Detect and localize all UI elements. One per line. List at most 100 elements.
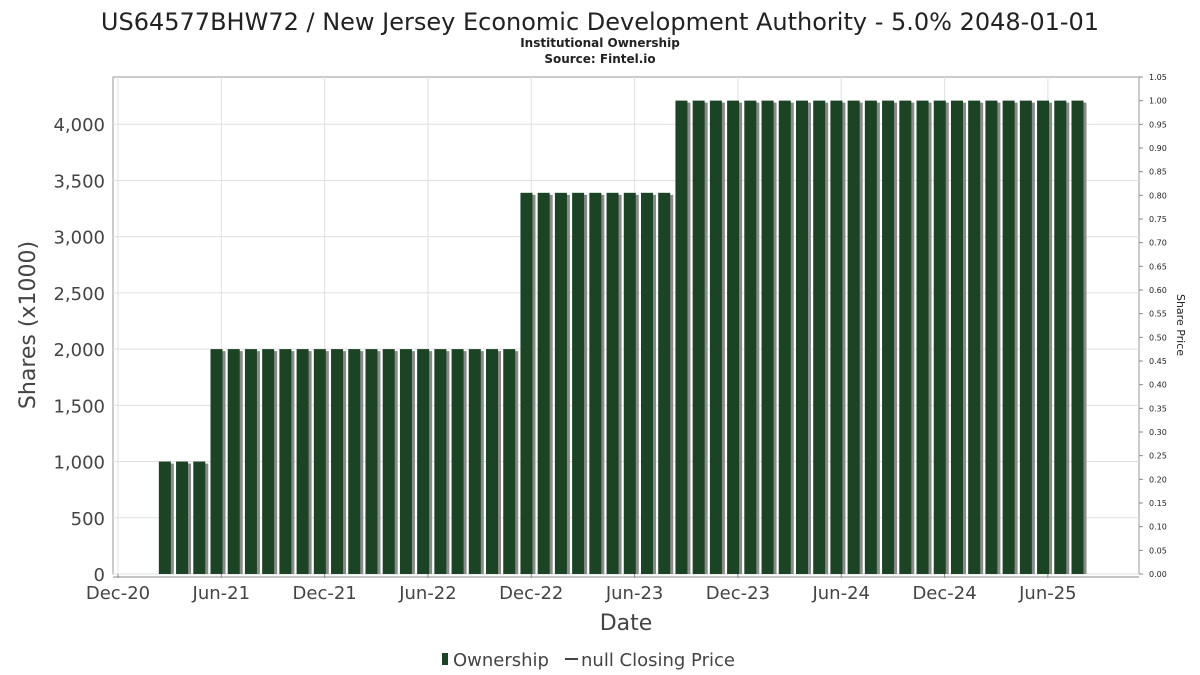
y2-tick-label: 0.40 xyxy=(1149,381,1167,390)
y-tick-label: 1,000 xyxy=(53,453,105,474)
bar xyxy=(486,349,499,574)
y2-tick-label: 0.15 xyxy=(1149,499,1167,508)
bar xyxy=(933,100,946,574)
y2-tick-label: 0.20 xyxy=(1149,475,1167,484)
x-tick-label: Dec-24 xyxy=(912,583,976,604)
bar xyxy=(554,192,567,574)
bar xyxy=(761,100,774,574)
y2-axis-label: Share Price xyxy=(1174,294,1187,356)
bar xyxy=(968,100,981,574)
bar xyxy=(623,192,636,574)
bar xyxy=(675,100,688,574)
legend-ownership-swatch xyxy=(442,653,448,665)
y-tick-label: 3,500 xyxy=(53,171,105,192)
bar xyxy=(210,349,223,574)
x-tick-label: Dec-20 xyxy=(86,583,150,604)
bar xyxy=(692,100,705,574)
bar xyxy=(985,100,998,574)
bar xyxy=(727,100,740,574)
y-tick-label: 2,500 xyxy=(53,284,105,305)
bar xyxy=(916,100,929,574)
y2-tick-label: 0.95 xyxy=(1149,120,1167,129)
y2-tick-label: 0.30 xyxy=(1149,428,1167,437)
chart-title: US64577BHW72 / New Jersey Economic Devel… xyxy=(101,8,1099,36)
x-tick-label: Dec-21 xyxy=(293,583,357,604)
legend: Ownership null Closing Price xyxy=(442,650,735,671)
bar xyxy=(227,349,240,574)
x-tick-label: Jun-24 xyxy=(811,583,870,604)
bar xyxy=(244,349,257,574)
bar xyxy=(537,192,550,574)
legend-ownership-label: Ownership xyxy=(453,650,549,671)
y2-tick-label: 0.05 xyxy=(1149,546,1167,555)
bar xyxy=(434,349,447,574)
bar xyxy=(950,100,963,574)
chart-source: Source: Fintel.io xyxy=(544,52,655,66)
bar xyxy=(899,100,912,574)
y2-tick-label: 0.90 xyxy=(1149,144,1167,153)
x-tick-label: Jun-23 xyxy=(605,583,664,604)
bar xyxy=(262,349,275,574)
bar xyxy=(1054,100,1067,574)
bar xyxy=(1071,100,1084,574)
bar xyxy=(331,349,344,574)
y2-tick-label: 0.55 xyxy=(1149,310,1167,319)
bar xyxy=(1037,100,1050,574)
y2-tick-label: 0.80 xyxy=(1149,191,1167,200)
x-axis-label: Date xyxy=(600,611,653,636)
y2-tick-label: 1.00 xyxy=(1149,97,1167,106)
bar xyxy=(451,349,464,574)
bar xyxy=(882,100,895,574)
y2-tick-label: 0.35 xyxy=(1149,404,1167,413)
y-tick-label: 500 xyxy=(71,509,105,530)
y2-tick-label: 0.10 xyxy=(1149,523,1167,532)
y-tick-label: 2,000 xyxy=(53,340,105,361)
bar xyxy=(176,461,189,574)
bar xyxy=(813,100,826,574)
bar xyxy=(1002,100,1015,574)
bar xyxy=(382,349,395,574)
chart-subtitle: Institutional Ownership xyxy=(520,36,680,50)
bar xyxy=(795,100,808,574)
y2-tick-label: 0.50 xyxy=(1149,333,1167,342)
bar xyxy=(658,192,671,574)
y2-tick-label: 0.45 xyxy=(1149,357,1167,366)
bar xyxy=(847,100,860,574)
x-tick-label: Jun-22 xyxy=(398,583,457,604)
y2-tick-label: 0.70 xyxy=(1149,239,1167,248)
bar xyxy=(468,349,481,574)
bar xyxy=(348,349,361,574)
x-tick-label: Jun-25 xyxy=(1018,583,1077,604)
bar xyxy=(744,100,757,574)
bar xyxy=(778,100,791,574)
y2-tick-label: 0.00 xyxy=(1149,570,1167,579)
x-tick-label: Dec-23 xyxy=(706,583,770,604)
bar xyxy=(417,349,430,574)
x-tick-label: Jun-21 xyxy=(192,583,251,604)
y2-tick-label: 0.60 xyxy=(1149,286,1167,295)
y2-tick-label: 0.65 xyxy=(1149,262,1167,271)
y-axis-label: Shares (x1000) xyxy=(16,241,41,409)
bar xyxy=(313,349,326,574)
legend-price-label: null Closing Price xyxy=(581,650,735,671)
bar xyxy=(279,349,292,574)
bar xyxy=(640,192,653,574)
bar xyxy=(1019,100,1032,574)
bar xyxy=(606,192,619,574)
bar xyxy=(399,349,412,574)
y-tick-label: 4,000 xyxy=(53,115,105,136)
bar xyxy=(709,100,722,574)
bar xyxy=(520,192,533,574)
bar xyxy=(193,461,206,574)
y2-tick-label: 1.05 xyxy=(1149,73,1167,82)
y-tick-label: 1,500 xyxy=(53,396,105,417)
bar xyxy=(158,461,171,574)
y2-tick-label: 0.25 xyxy=(1149,452,1167,461)
y2-tick-label: 0.85 xyxy=(1149,168,1167,177)
bar xyxy=(365,349,378,574)
bar xyxy=(572,192,585,574)
bar xyxy=(864,100,877,574)
y-tick-label: 3,000 xyxy=(53,228,105,249)
